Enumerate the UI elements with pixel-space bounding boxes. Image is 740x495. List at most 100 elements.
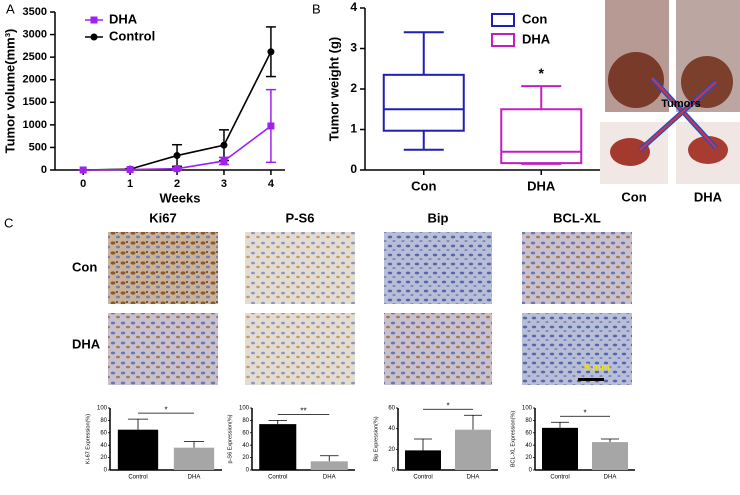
bar (542, 427, 578, 470)
row-label: Con (72, 259, 97, 274)
y-tick-label: 0 (392, 468, 396, 474)
bar (592, 442, 628, 470)
x-tick-label: Control (550, 475, 569, 481)
x-tick-label: DHA (604, 475, 617, 481)
x-tick-label: 1 (127, 178, 133, 190)
y-tick-label: 0 (529, 468, 533, 474)
annotation: ** (300, 407, 306, 416)
y-tick-label: 80 (525, 418, 532, 424)
micrograph (245, 313, 355, 385)
photo-detail (688, 136, 728, 164)
micrograph (384, 313, 492, 385)
bar (455, 429, 491, 470)
y-tick-label: 0 (350, 162, 357, 176)
y-tick-label: 2000 (23, 74, 47, 86)
tumor-photos: Tumors Con DHA (600, 0, 740, 204)
micrograph (522, 232, 632, 304)
bar (405, 450, 441, 470)
y-tick-label: 80 (100, 418, 107, 424)
panel-label: A (6, 1, 15, 16)
x-tick-label: 3 (221, 178, 227, 190)
y-axis-label: Tumor volume(mm³) (2, 29, 17, 154)
marker (267, 48, 275, 56)
y-tick-label: 40 (388, 426, 395, 432)
annotation: * (164, 405, 167, 414)
x-tick-label: DHA (323, 475, 336, 481)
y-axis-label: Tumor weight (g) (326, 37, 341, 141)
y-tick-label: 0 (104, 468, 108, 474)
y-axis-label: Ki-67 Expression(%) (85, 414, 91, 464)
x-axis-label: Weeks (160, 190, 201, 205)
y-axis-label: p-S6 Expression(%) (227, 414, 233, 463)
y-tick-label: 1000 (23, 119, 47, 131)
x-tick-label: Control (128, 475, 147, 481)
y-tick-label: 0 (246, 468, 250, 474)
y-tick-label: 4 (350, 0, 357, 14)
micrographs: Ki67 P-S6 Bip BCL-XL Con DHA 5 mm (72, 210, 632, 385)
y-tick-label: 40 (525, 443, 532, 449)
y-tick-label: 80 (242, 418, 249, 424)
photo-detail (610, 138, 650, 166)
stain-label: P-S6 (286, 210, 315, 225)
micrograph (384, 232, 492, 304)
y-tick-label: 2500 (23, 51, 47, 63)
micrograph (245, 232, 355, 304)
marker (173, 152, 181, 160)
x-tick-label: Control (413, 475, 432, 481)
legend-marker (90, 16, 98, 24)
photo-detail (608, 52, 664, 108)
y-tick-label: 60 (242, 430, 249, 436)
y-tick-label: 1500 (23, 96, 47, 108)
stain-label: BCL-XL (553, 210, 601, 225)
marker (267, 122, 275, 130)
bar (259, 424, 297, 470)
arrow (639, 81, 717, 151)
y-tick-label: 3000 (23, 28, 47, 40)
annotation: * (539, 65, 545, 81)
photo-detail (681, 56, 733, 108)
y-tick-label: 40 (100, 443, 107, 449)
legend-label: Control (109, 28, 155, 43)
legend-marker (90, 33, 98, 41)
legend-label: DHA (109, 11, 138, 26)
stain-label: Ki67 (149, 210, 176, 225)
scale-bar-label: 5 mm (584, 363, 610, 374)
x-tick-label: Con (411, 178, 436, 193)
tumors-label: Tumors (661, 98, 701, 110)
annotation: * (583, 408, 586, 417)
y-tick-label: 60 (525, 430, 532, 436)
x-tick-label: DHA (527, 178, 556, 193)
y-tick-label: 100 (522, 406, 533, 412)
panel-label: B (312, 1, 321, 16)
photo-column-label: Con (621, 189, 646, 204)
y-tick-label: 20 (242, 455, 249, 461)
bar (173, 447, 215, 470)
legend-label: Con (522, 11, 547, 26)
y-tick-label: 100 (97, 406, 108, 412)
y-tick-label: 1 (350, 122, 357, 136)
marker (173, 165, 181, 173)
legend-label: DHA (522, 31, 551, 46)
y-tick-label: 20 (100, 455, 107, 461)
legend-marker (491, 13, 515, 27)
x-tick-label: DHA (188, 475, 201, 481)
annotation: * (446, 401, 449, 410)
y-tick-label: 500 (29, 141, 47, 153)
y-tick-label: 60 (100, 430, 107, 436)
y-axis-label: Bip Expression(%) (373, 416, 379, 461)
box (500, 108, 583, 165)
row-label: DHA (72, 336, 101, 351)
stain-label: Bip (428, 210, 449, 225)
x-tick-label: Control (268, 475, 287, 481)
marker (220, 157, 228, 165)
y-tick-label: 60 (388, 406, 395, 412)
marker (220, 141, 228, 149)
x-tick-label: 4 (268, 178, 275, 190)
y-tick-label: 20 (388, 447, 395, 453)
micrograph (108, 313, 218, 385)
x-tick-label: 0 (80, 178, 86, 190)
y-tick-label: 0 (41, 164, 47, 176)
photo-column-label: DHA (694, 189, 723, 204)
y-tick-label: 2 (350, 81, 357, 95)
